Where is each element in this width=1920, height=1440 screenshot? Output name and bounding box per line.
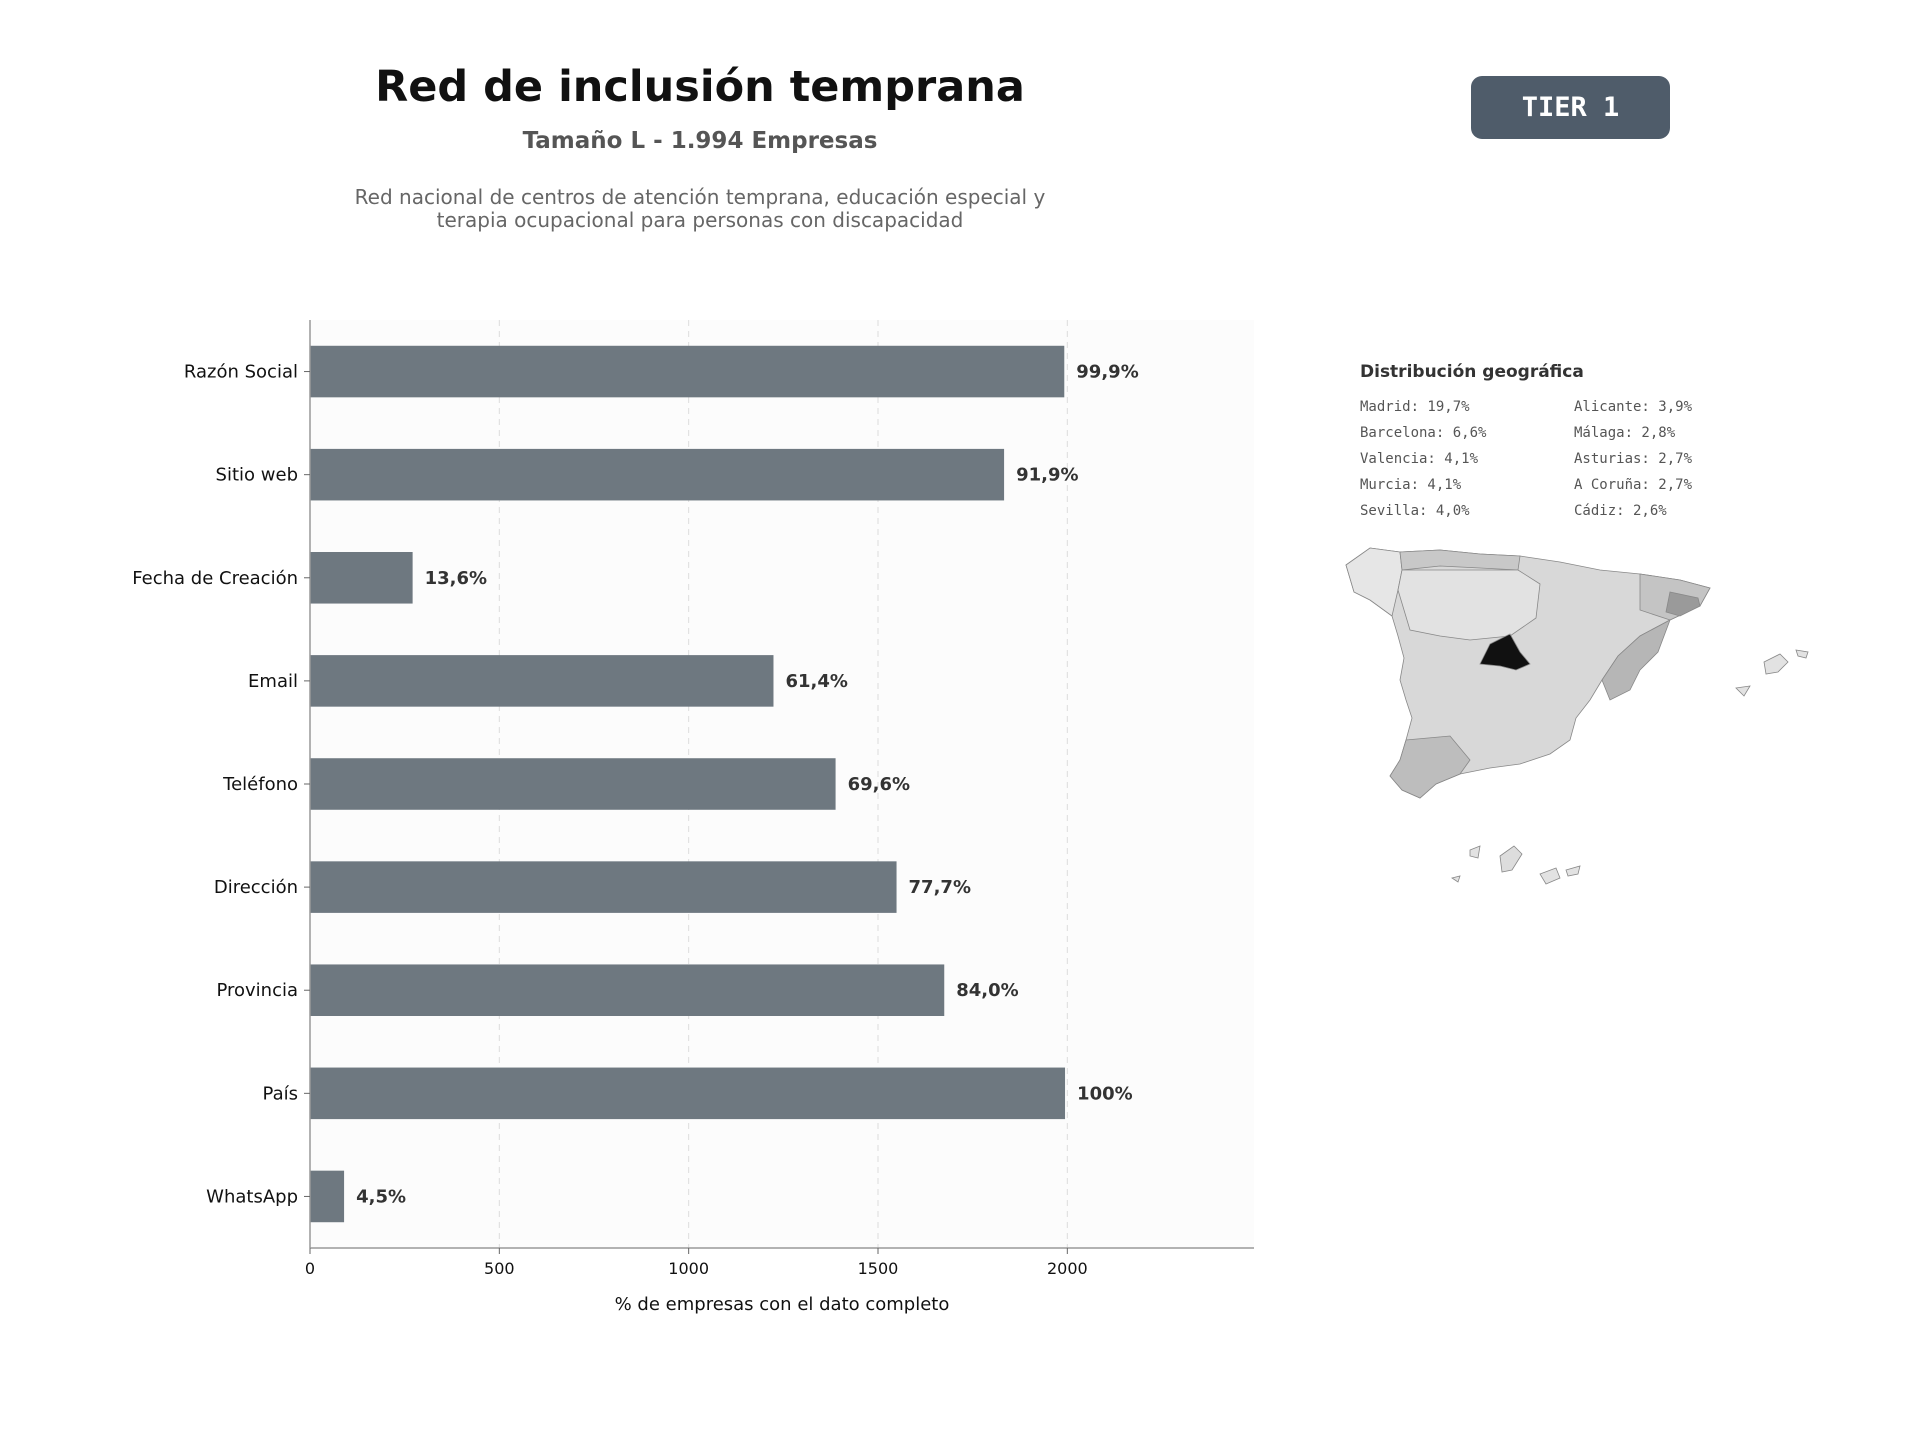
map-north: [1399, 549, 1521, 571]
bar: [310, 552, 413, 604]
geo-title: Distribución geográfica: [1360, 362, 1584, 382]
map-madrid: [1479, 633, 1531, 671]
bar: [310, 1067, 1066, 1120]
data-label: 99,9%: [1076, 362, 1138, 383]
y-tick-label: Dirección: [214, 877, 298, 898]
y-tick-label: Fecha de Creación: [132, 568, 298, 589]
data-label: 100%: [1077, 1083, 1133, 1104]
x-tick-label: 1000: [668, 1259, 709, 1278]
y-tick-label: Email: [248, 671, 298, 692]
data-label: 13,6%: [425, 568, 487, 589]
x-tick-label: 1500: [858, 1259, 899, 1278]
tier-badge: TIER 1: [1471, 76, 1670, 139]
map-balearic: [1795, 649, 1809, 659]
map-galicia: [1345, 547, 1403, 617]
map-balearic: [1735, 685, 1751, 697]
bars: 99,9% 91,9% 13,6% 61,4% 69,6% 77,7% 84,0% 100% 4…: [310, 345, 1139, 1223]
x-axis-label: % de empresas con el dato completo: [615, 1294, 950, 1315]
geo-stat: A Coruña: 2,7%: [1574, 477, 1693, 493]
geo-stat: Madrid: 19,7%: [1360, 399, 1470, 415]
chart-subtitle: Tamaño L - 1.994 Empresas: [522, 128, 878, 154]
geo-stat: Murcia: 4,1%: [1360, 477, 1462, 493]
geo-stat: Valencia: 4,1%: [1360, 451, 1479, 467]
map-valencia: [1601, 619, 1671, 701]
data-label: 69,6%: [848, 774, 910, 795]
map-canary: [1539, 867, 1561, 885]
map-balearic: [1763, 653, 1789, 675]
map-canary: [1499, 845, 1523, 873]
data-label: 84,0%: [956, 980, 1018, 1001]
map-canary: [1451, 875, 1461, 883]
bar: [310, 964, 945, 1016]
bar: [310, 448, 1005, 501]
data-label: 91,9%: [1016, 465, 1078, 486]
map-barcelona: [1665, 591, 1701, 617]
bar: [310, 758, 836, 810]
bar: [310, 345, 1065, 398]
geo-stat: Alicante: 3,9%: [1574, 399, 1693, 415]
data-label: 77,7%: [909, 877, 971, 898]
geo-stats: Madrid: 19,7% Alicante: 3,9% Barcelona: …: [1360, 398, 1800, 521]
x-tick-label: 2000: [1047, 1259, 1088, 1278]
spain-map: [1345, 547, 1809, 885]
geo-stat: Cádiz: 2,6%: [1574, 503, 1667, 519]
geo-stat: Asturias: 2,7%: [1574, 451, 1693, 467]
description-line-1: Red nacional de centros de atención temp…: [354, 185, 1046, 209]
axis-ticks: 0 500 1000 1500 2000 Razón Social Sitio web Fec…: [132, 362, 1087, 1278]
map-andalucia-west: [1389, 735, 1471, 799]
y-tick-label: Razón Social: [184, 362, 298, 383]
y-tick-label: WhatsApp: [206, 1186, 298, 1207]
map-canary: [1469, 845, 1481, 859]
x-tick-label: 0: [305, 1259, 315, 1278]
y-tick-label: Provincia: [216, 980, 298, 1001]
chart-title: Red de inclusión temprana: [375, 62, 1025, 112]
bar: [310, 1170, 345, 1223]
x-tick-label: 500: [484, 1259, 515, 1278]
map-castilla-leon: [1397, 569, 1541, 641]
data-label: 61,4%: [785, 671, 847, 692]
description: Red nacional de centros de atención temp…: [250, 186, 1150, 232]
y-tick-label: Teléfono: [222, 774, 298, 795]
bar: [310, 655, 774, 707]
y-tick-label: País: [263, 1083, 298, 1104]
description-line-2: terapia ocupacional para personas con di…: [436, 208, 964, 232]
geo-stat: Málaga: 2,8%: [1574, 425, 1676, 441]
map-canary: [1565, 865, 1581, 877]
bar: [310, 861, 897, 913]
geo-stat: Sevilla: 4,0%: [1360, 503, 1470, 519]
y-tick-label: Sitio web: [216, 465, 298, 486]
data-label: 4,5%: [356, 1186, 406, 1207]
geo-stat: Barcelona: 6,6%: [1360, 425, 1487, 441]
